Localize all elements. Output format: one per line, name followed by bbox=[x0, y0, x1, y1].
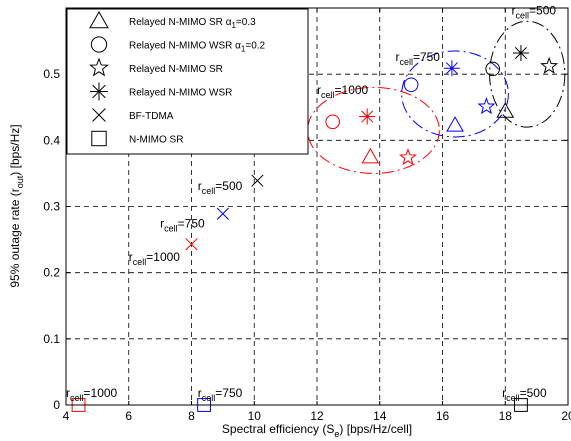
data-point-asterisk bbox=[512, 44, 529, 61]
data-point-circle bbox=[325, 114, 340, 130]
rcell-annotation: rcell=1000 bbox=[129, 250, 181, 267]
data-point-circle bbox=[485, 61, 501, 77]
x-tick-label: 12 bbox=[310, 409, 324, 423]
data-point-triangle bbox=[446, 116, 464, 132]
x-tick-label: 16 bbox=[436, 409, 450, 423]
rcell-annotation: rcell=500 bbox=[502, 386, 547, 403]
data-point-star bbox=[477, 97, 496, 115]
data-point-x bbox=[251, 174, 264, 187]
x-tick-label: 8 bbox=[188, 409, 195, 423]
rcell-annotation: rcell=500 bbox=[198, 179, 243, 196]
data-points bbox=[71, 44, 559, 412]
axis-ticks: 4 6 8 10 12 14 16 18 20 0 0.1 0.2 0.3 0.4 0.5 bbox=[43, 8, 571, 423]
legend-label: Relayed N-MIMO WSR α1=0.2 bbox=[129, 41, 266, 54]
legend-label: Relayed N-MIMO SR α1=0.3 bbox=[129, 17, 256, 30]
data-point-triangle bbox=[361, 147, 380, 164]
rcell-annotation: rcell=1000 bbox=[317, 83, 369, 100]
legend-marker-square bbox=[91, 130, 107, 147]
cluster-ellipse bbox=[401, 50, 509, 138]
data-point-asterisk bbox=[443, 60, 460, 77]
x-tick-label: 4 bbox=[63, 409, 70, 423]
y-axis-label: 95% outage rate (rout) [bps/Hz] bbox=[8, 124, 25, 287]
legend-marker-circle bbox=[90, 36, 108, 53]
data-point-asterisk bbox=[359, 108, 376, 125]
y-tick-label: 0 bbox=[53, 398, 60, 412]
x-tick-label: 6 bbox=[125, 409, 132, 423]
rcell-annotation: rcell=1000 bbox=[66, 386, 118, 403]
rcell-annotation: rcell=500 bbox=[512, 4, 557, 21]
rcell-annotation: rcell=750 bbox=[395, 50, 440, 67]
data-point-triangle bbox=[496, 102, 515, 118]
y-tick-label: 0.3 bbox=[43, 200, 60, 214]
legend-marker-star bbox=[89, 57, 109, 77]
x-tick-label: 14 bbox=[373, 409, 387, 423]
legend-marker-asterisk bbox=[90, 82, 108, 101]
x-tick-label: 18 bbox=[499, 409, 513, 423]
y-tick-label: 0.2 bbox=[43, 266, 60, 280]
rcell-annotation: rcell=750 bbox=[198, 386, 243, 403]
legend-label: N-MIMO SR bbox=[129, 135, 183, 146]
legend: Relayed N-MIMO SR α1=0.3 Relayed N-MIMO W… bbox=[66, 8, 309, 155]
data-point-x bbox=[185, 238, 198, 251]
legend-marker-x bbox=[92, 108, 106, 122]
data-point-star bbox=[399, 148, 417, 166]
annotations: rcell=1000 rcell=750 rcell=500 rcell=1000 rc… bbox=[66, 4, 556, 403]
legend-label: BF-TDMA bbox=[129, 111, 174, 122]
data-point-star bbox=[540, 56, 559, 74]
legend-marker-triangle bbox=[89, 10, 109, 29]
x-tick-label: 20 bbox=[561, 409, 571, 423]
legend-label: Relayed N-MIMO SR bbox=[129, 64, 223, 75]
y-tick-label: 0.4 bbox=[43, 133, 60, 147]
y-tick-label: 0.1 bbox=[43, 332, 60, 346]
rcell-annotation: rcell=750 bbox=[160, 217, 205, 234]
legend-label: Relayed N-MIMO WSR bbox=[129, 88, 232, 99]
x-tick-label: 10 bbox=[248, 409, 262, 423]
x-axis-label: Spectral efficiency (Se) [bps/Hz/cell] bbox=[222, 422, 412, 439]
data-point-x bbox=[216, 207, 229, 220]
legend-box bbox=[66, 8, 309, 155]
cluster-ellipse bbox=[307, 86, 440, 174]
data-point-circle bbox=[403, 77, 419, 93]
y-tick-label: 0.5 bbox=[43, 67, 60, 81]
